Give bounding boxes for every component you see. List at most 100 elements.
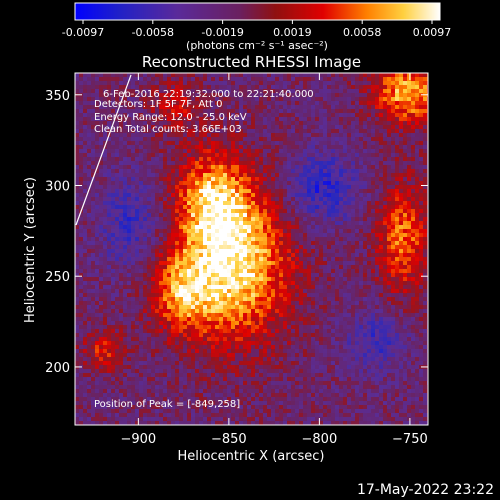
- heatmap-cell: [211, 221, 215, 225]
- heatmap-cell: [287, 205, 291, 209]
- heatmap-cell: [255, 197, 259, 201]
- heatmap-cell: [99, 201, 103, 205]
- heatmap-cell: [127, 249, 131, 253]
- heatmap-cell: [239, 129, 243, 133]
- heatmap-cell: [287, 89, 291, 93]
- heatmap-cell: [383, 249, 387, 253]
- heatmap-cell: [291, 269, 295, 273]
- heatmap-cell: [263, 109, 267, 113]
- heatmap-cell: [403, 209, 407, 213]
- heatmap-cell: [407, 269, 411, 273]
- heatmap-cell: [183, 221, 187, 225]
- heatmap-cell: [379, 197, 383, 201]
- heatmap-cell: [407, 101, 411, 105]
- heatmap-cell: [171, 257, 175, 261]
- heatmap-cell: [323, 257, 327, 261]
- heatmap-cell: [111, 105, 115, 109]
- heatmap-cell: [271, 153, 275, 157]
- heatmap-cell: [227, 265, 231, 269]
- heatmap-cell: [303, 257, 307, 261]
- heatmap-cell: [131, 73, 135, 77]
- heatmap-cell: [331, 185, 335, 189]
- heatmap-cell: [159, 173, 163, 177]
- heatmap-cell: [391, 93, 395, 97]
- heatmap-cell: [231, 85, 235, 89]
- heatmap-cell: [107, 249, 111, 253]
- heatmap-cell: [331, 221, 335, 225]
- heatmap-cell: [267, 257, 271, 261]
- heatmap-cell: [347, 181, 351, 185]
- heatmap-cell: [163, 213, 167, 217]
- heatmap-cell: [415, 285, 419, 289]
- heatmap-cell: [303, 73, 307, 77]
- heatmap-cell: [171, 293, 175, 297]
- heatmap-cell: [83, 285, 87, 289]
- heatmap-cell: [363, 85, 367, 89]
- heatmap-cell: [291, 165, 295, 169]
- heatmap-cell: [411, 109, 415, 113]
- heatmap-cell: [423, 153, 427, 157]
- heatmap-cell: [251, 213, 255, 217]
- heatmap-cell: [199, 249, 203, 253]
- heatmap-cell: [347, 149, 351, 153]
- heatmap-cell: [219, 109, 223, 113]
- heatmap-cell: [167, 225, 171, 229]
- heatmap-cell: [75, 181, 79, 185]
- heatmap-cell: [411, 129, 415, 133]
- heatmap-cell: [207, 93, 211, 97]
- heatmap-cell: [395, 265, 399, 269]
- heatmap-cell: [327, 181, 331, 185]
- heatmap-cell: [235, 201, 239, 205]
- heatmap-cell: [343, 153, 347, 157]
- heatmap-cell: [151, 141, 155, 145]
- heatmap-cell: [383, 173, 387, 177]
- heatmap-cell: [91, 269, 95, 273]
- heatmap-cell: [187, 177, 191, 181]
- heatmap-cell: [83, 265, 87, 269]
- heatmap-cell: [375, 245, 379, 249]
- heatmap-cell: [311, 189, 315, 193]
- heatmap-cell: [347, 169, 351, 173]
- heatmap-cell: [167, 269, 171, 273]
- heatmap-cell: [135, 113, 139, 117]
- heatmap-cell: [383, 285, 387, 289]
- heatmap-cell: [199, 133, 203, 137]
- heatmap-cell: [371, 189, 375, 193]
- heatmap-cell: [99, 245, 103, 249]
- heatmap-cell: [303, 261, 307, 265]
- heatmap-cell: [227, 137, 231, 141]
- heatmap-cell: [299, 93, 303, 97]
- heatmap-cell: [339, 249, 343, 253]
- heatmap-cell: [123, 185, 127, 189]
- heatmap-cell: [271, 229, 275, 233]
- heatmap-cell: [267, 169, 271, 173]
- heatmap-cell: [227, 105, 231, 109]
- heatmap-cell: [183, 277, 187, 281]
- heatmap-cell: [83, 289, 87, 293]
- heatmap-cell: [147, 269, 151, 273]
- heatmap-cell: [267, 177, 271, 181]
- heatmap-cell: [343, 105, 347, 109]
- heatmap-cell: [403, 157, 407, 161]
- heatmap-cell: [279, 97, 283, 101]
- heatmap-cell: [411, 97, 415, 101]
- heatmap-cell: [367, 265, 371, 269]
- heatmap-cell: [383, 129, 387, 133]
- heatmap-cell: [423, 241, 427, 245]
- heatmap-cell: [383, 121, 387, 125]
- heatmap-cell: [187, 105, 191, 109]
- heatmap-cell: [311, 265, 315, 269]
- heatmap-cell: [167, 293, 171, 297]
- heatmap-cell: [295, 89, 299, 93]
- heatmap-cell: [223, 205, 227, 209]
- heatmap-cell: [215, 209, 219, 213]
- heatmap-cell: [307, 261, 311, 265]
- heatmap-cell: [103, 225, 107, 229]
- heatmap-cell: [283, 185, 287, 189]
- heatmap-cell: [99, 85, 103, 89]
- heatmap-cell: [275, 173, 279, 177]
- heatmap-cell: [75, 149, 79, 153]
- heatmap-cell: [263, 81, 267, 85]
- heatmap-cell: [259, 197, 263, 201]
- heatmap-cell: [119, 85, 123, 89]
